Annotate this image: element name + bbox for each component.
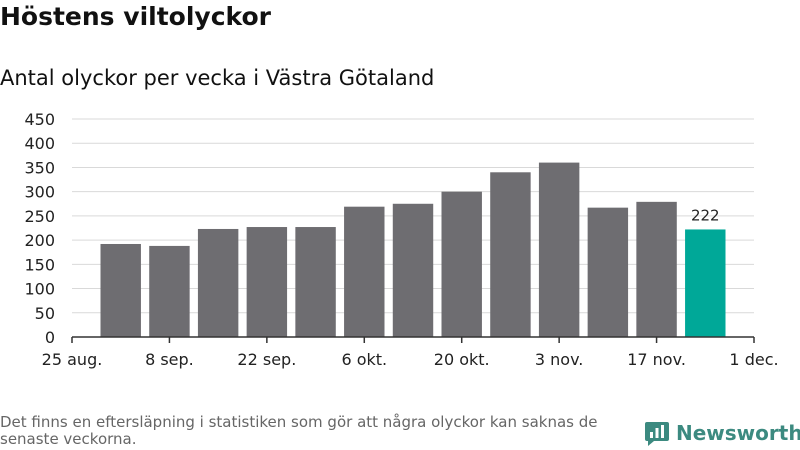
y-tick-label: 450 xyxy=(24,110,55,129)
data-label: 222 xyxy=(691,206,720,224)
bar xyxy=(685,229,726,337)
y-tick-label: 50 xyxy=(35,304,55,323)
x-tick-label: 1 dec. xyxy=(729,350,778,369)
brand-name: Newsworthy xyxy=(676,421,800,445)
x-tick-label: 25 aug. xyxy=(42,350,103,369)
bar xyxy=(538,162,580,337)
x-tick-label: 20 okt. xyxy=(434,350,490,369)
brand-logo: Newsworthy xyxy=(644,419,800,447)
bar xyxy=(149,245,190,337)
y-tick-label: 100 xyxy=(24,280,55,299)
bar xyxy=(392,203,434,337)
bar xyxy=(636,201,677,337)
y-tick-label: 300 xyxy=(24,183,55,202)
y-tick-label: 250 xyxy=(24,207,55,226)
x-tick-label: 17 nov. xyxy=(627,350,686,369)
chart-subtitle: Antal olyckor per vecka i Västra Götalan… xyxy=(0,66,435,90)
bar xyxy=(490,172,531,337)
bar xyxy=(587,207,629,337)
y-tick-label: 150 xyxy=(24,255,55,274)
bar xyxy=(100,243,141,337)
x-tick-label: 3 nov. xyxy=(535,350,584,369)
bar xyxy=(246,227,288,337)
bar xyxy=(197,228,239,337)
bar xyxy=(344,206,385,337)
bar xyxy=(295,227,336,337)
newsworthy-logo-icon xyxy=(645,422,669,446)
y-tick-label: 350 xyxy=(24,158,55,177)
x-tick-label: 6 okt. xyxy=(341,350,387,369)
x-tick-label: 8 sep. xyxy=(145,350,194,369)
bar-chart: 0 50 100 150 200 250 300 350 400 450 222 25 aug. 8 s… xyxy=(24,110,778,369)
y-tick-label: 0 xyxy=(45,328,55,347)
bar xyxy=(441,191,482,337)
x-tick-label: 22 sep. xyxy=(237,350,296,369)
y-tick-label: 200 xyxy=(24,231,55,250)
y-tick-label: 400 xyxy=(24,134,55,153)
chart-title: Höstens viltolyckor xyxy=(0,2,271,31)
footnote: Det finns en eftersläpning i statistiken… xyxy=(0,413,598,448)
